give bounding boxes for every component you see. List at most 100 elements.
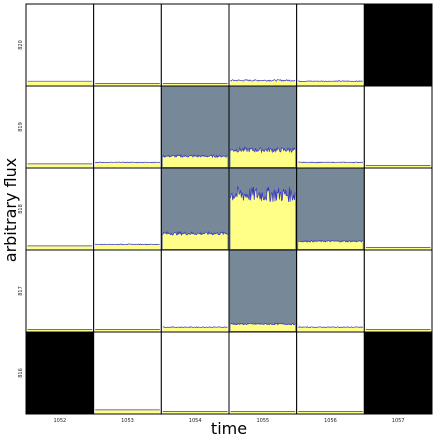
flux-area bbox=[95, 244, 160, 249]
flux-line bbox=[297, 326, 364, 328]
pixel-cell-817-1057 bbox=[363, 249, 433, 333]
pixel-background bbox=[26, 250, 94, 332]
pixel-cell-816-1054 bbox=[160, 331, 230, 415]
cells-layer bbox=[25, 3, 433, 415]
pixel-background bbox=[364, 4, 432, 86]
flux-area bbox=[27, 163, 93, 167]
pixel-cell-819-1057 bbox=[363, 85, 433, 169]
pixel-border bbox=[363, 331, 433, 415]
pixel-cell-816-1057 bbox=[363, 331, 433, 415]
flux-line bbox=[162, 326, 228, 328]
column-label-1053: 1053 bbox=[121, 418, 134, 424]
pixel-cell-817-1052 bbox=[25, 249, 95, 333]
pixel-background bbox=[229, 332, 297, 414]
pixel-background bbox=[364, 332, 432, 414]
pixel-cell-820-1055 bbox=[228, 3, 298, 87]
flux-area bbox=[298, 240, 363, 249]
flux-line bbox=[230, 146, 296, 154]
pixel-cell-818-1052 bbox=[25, 167, 95, 251]
flux-area bbox=[298, 326, 363, 331]
pixel-background bbox=[296, 250, 365, 332]
pixel-background bbox=[161, 4, 229, 86]
flux-area bbox=[230, 79, 296, 85]
flux-area bbox=[162, 155, 228, 167]
pixel-background bbox=[26, 332, 94, 414]
pixel-cell-817-1053 bbox=[93, 249, 162, 333]
flux-line bbox=[94, 243, 160, 246]
flux-area bbox=[95, 162, 160, 167]
flux-area bbox=[365, 329, 431, 331]
flux-area bbox=[162, 411, 228, 413]
pixel-background bbox=[229, 250, 297, 332]
flux-line bbox=[230, 79, 296, 82]
flux-area bbox=[298, 411, 363, 413]
pixel-background bbox=[364, 168, 432, 250]
pixel-background bbox=[296, 86, 365, 168]
pixel-background bbox=[296, 168, 365, 250]
pixel-cell-816-1053 bbox=[93, 331, 162, 415]
pixel-cell-819-1052 bbox=[25, 85, 95, 169]
row-label-817: 817 bbox=[18, 286, 24, 296]
pixel-cell-818-1055 bbox=[228, 167, 298, 251]
flux-line bbox=[230, 185, 296, 203]
column-label-1054: 1054 bbox=[189, 418, 202, 424]
pixel-cell-816-1055 bbox=[228, 331, 298, 415]
row-label-820: 820 bbox=[18, 40, 24, 50]
row-label-816: 816 bbox=[18, 368, 24, 378]
pixel-cell-819-1056 bbox=[296, 85, 365, 169]
pixel-background bbox=[26, 168, 94, 250]
pixel-cell-818-1056 bbox=[296, 167, 365, 251]
flux-area bbox=[27, 81, 93, 85]
column-label-1055: 1055 bbox=[256, 418, 269, 424]
ticks-layer: 1052 1053 1054 1055 1056 1057 820 819 818 817 816 bbox=[18, 40, 405, 424]
x-axis-label: time bbox=[211, 419, 247, 436]
flux-line bbox=[298, 239, 363, 243]
flux-line bbox=[162, 154, 228, 159]
row-label-819: 819 bbox=[18, 122, 24, 132]
pixel-cell-818-1054 bbox=[160, 167, 230, 251]
pixel-cell-818-1057 bbox=[363, 167, 433, 251]
column-label-1056: 1056 bbox=[324, 418, 337, 424]
flux-area bbox=[95, 409, 160, 413]
pixel-cell-819-1055 bbox=[228, 85, 298, 169]
flux-area bbox=[95, 329, 160, 331]
flux-area bbox=[162, 83, 228, 85]
flux-area bbox=[27, 329, 93, 331]
pixel-background bbox=[93, 86, 162, 168]
pixel-cell-817-1056 bbox=[296, 249, 365, 333]
pixel-cell-816-1052 bbox=[25, 331, 95, 415]
pixel-background bbox=[161, 250, 229, 332]
pixel-background bbox=[364, 250, 432, 332]
pixel-cell-817-1054 bbox=[160, 249, 230, 333]
flux-area bbox=[230, 147, 296, 167]
pixel-background bbox=[364, 86, 432, 168]
pixel-background bbox=[161, 86, 229, 168]
pixel-cell-820-1056 bbox=[296, 3, 365, 87]
flux-line bbox=[95, 161, 161, 164]
pixel-cell-820-1054 bbox=[160, 3, 230, 87]
pixel-background bbox=[93, 4, 162, 86]
pixel-cell-819-1053 bbox=[93, 85, 162, 169]
flux-area bbox=[298, 162, 363, 167]
pixel-cell-820-1057 bbox=[363, 3, 433, 87]
flux-area bbox=[230, 323, 296, 331]
flux-line bbox=[162, 230, 228, 236]
flux-line bbox=[298, 161, 364, 164]
flux-area bbox=[162, 326, 228, 331]
pixel-cell-816-1056 bbox=[296, 331, 365, 415]
pixel-cell-820-1053 bbox=[93, 3, 162, 87]
flux-area bbox=[95, 83, 160, 85]
flux-area bbox=[365, 165, 431, 167]
flux-area bbox=[230, 411, 296, 413]
flux-area bbox=[27, 245, 93, 249]
flux-area bbox=[162, 231, 228, 249]
pixel-background bbox=[93, 250, 162, 332]
pixel-cell-820-1052 bbox=[25, 3, 95, 87]
pixel-background bbox=[296, 332, 365, 414]
pixel-background bbox=[26, 86, 94, 168]
column-label-1052: 1052 bbox=[53, 418, 66, 424]
flux-area bbox=[365, 247, 431, 249]
pixel-cell-817-1055 bbox=[228, 249, 298, 333]
column-label-1057: 1057 bbox=[392, 418, 405, 424]
